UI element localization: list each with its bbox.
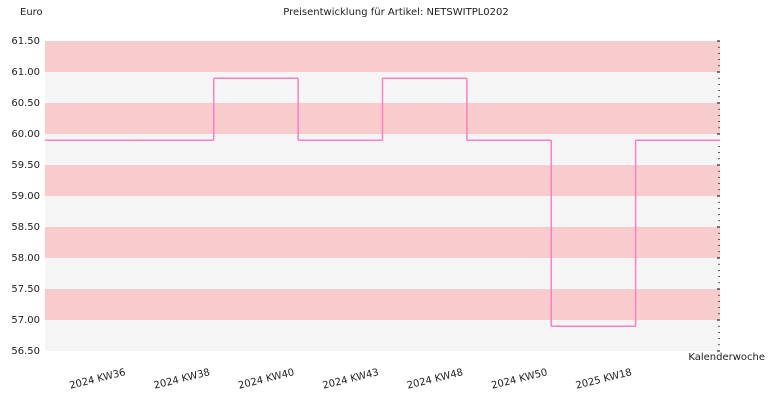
plot-band	[45, 227, 720, 258]
y-tick-label: 57.50	[11, 284, 40, 295]
x-tick-label: 2024 KW43	[322, 367, 380, 392]
plot-band	[45, 196, 720, 227]
x-tick-label: 2024 KW38	[153, 367, 211, 392]
plot-band	[45, 289, 720, 320]
y-tick-label: 56.50	[11, 346, 40, 357]
y-tick-label: 59.00	[11, 191, 40, 202]
y-tick-label: 60.50	[11, 98, 40, 109]
plot-band	[45, 165, 720, 196]
y-tick-label: 60.00	[11, 129, 40, 140]
plot-band	[45, 320, 720, 351]
x-tick-label: 2024 KW50	[490, 367, 548, 392]
chart-title: Preisentwicklung für Artikel: NETSWITPL0…	[283, 7, 509, 18]
x-tick-label: 2025 KW18	[575, 367, 633, 392]
x-tick-label: 2024 KW36	[68, 367, 126, 392]
y-tick-label: 57.00	[11, 315, 40, 326]
y-tick-label: 61.00	[11, 67, 40, 78]
y-tick-label: 58.00	[11, 253, 40, 264]
plot-band	[45, 258, 720, 289]
y-tick-label: 58.50	[11, 222, 40, 233]
x-tick-label: 2024 KW40	[237, 367, 295, 392]
y-axis-label: Euro	[20, 7, 43, 18]
x-axis-label: Kalenderwoche	[688, 352, 765, 363]
y-tick-label: 61.50	[11, 36, 40, 47]
plot-band	[45, 41, 720, 72]
x-tick-label: 2024 KW48	[406, 367, 464, 392]
y-tick-label: 59.50	[11, 160, 40, 171]
